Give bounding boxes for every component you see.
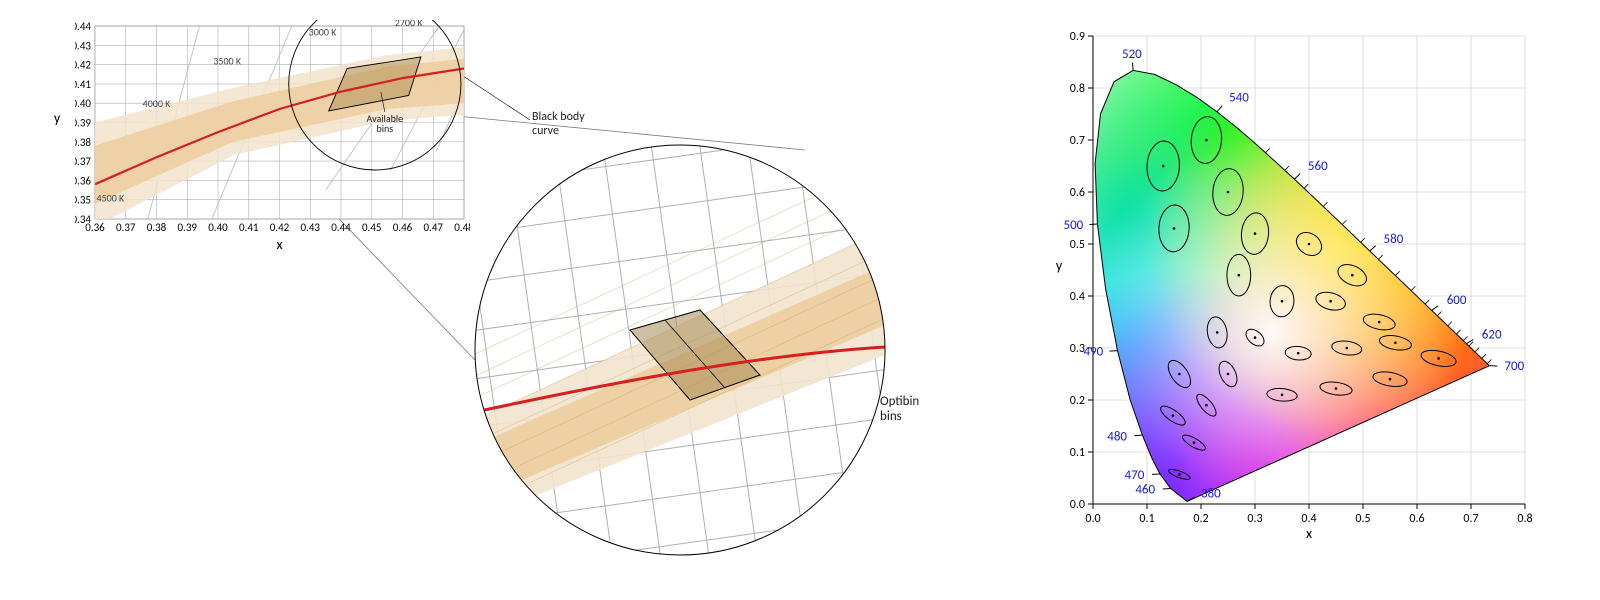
svg-text:0.42: 0.42: [75, 59, 91, 72]
bin-chart-magnified: [473, 143, 887, 557]
svg-text:0.9: 0.9: [1070, 30, 1085, 44]
svg-text:0.44: 0.44: [75, 20, 91, 33]
svg-text:3000 K: 3000 K: [309, 26, 338, 39]
svg-text:0.44: 0.44: [331, 221, 351, 234]
svg-text:3500 K: 3500 K: [213, 55, 242, 68]
cie-chart: 0.00.10.20.30.40.50.60.70.80.00.10.20.30…: [1010, 30, 1570, 570]
chromaticity-gamut: [1043, 30, 1570, 554]
svg-text:0.36: 0.36: [75, 174, 91, 187]
wavelength-label: 500: [1063, 218, 1083, 233]
bin-chart-y-label: y: [54, 110, 61, 127]
svg-text:0.35: 0.35: [75, 194, 91, 207]
svg-text:bins: bins: [376, 122, 393, 135]
wavelength-label: 380: [1201, 487, 1221, 502]
svg-text:0.48: 0.48: [454, 221, 470, 234]
wavelength-label: 460: [1135, 482, 1155, 497]
svg-text:0.5: 0.5: [1355, 512, 1370, 526]
svg-text:0.6: 0.6: [1409, 512, 1424, 526]
svg-text:0.0: 0.0: [1070, 498, 1085, 512]
svg-text:0.0: 0.0: [1085, 512, 1100, 526]
cie-x-label: x: [1306, 525, 1312, 542]
svg-text:0.46: 0.46: [393, 221, 413, 234]
svg-text:0.3: 0.3: [1247, 512, 1262, 526]
wavelength-label: 480: [1107, 429, 1127, 444]
wavelength-label: 700: [1504, 359, 1524, 374]
svg-text:0.41: 0.41: [239, 221, 259, 234]
svg-text:0.39: 0.39: [75, 117, 91, 130]
svg-text:0.43: 0.43: [75, 39, 91, 52]
svg-text:0.47: 0.47: [423, 221, 443, 234]
svg-text:0.1: 0.1: [1139, 512, 1154, 526]
cie-y-label: y: [1056, 257, 1063, 274]
svg-text:0.4: 0.4: [1301, 512, 1316, 526]
svg-text:0.34: 0.34: [75, 213, 91, 226]
svg-text:0.42: 0.42: [270, 221, 290, 234]
svg-text:4000 K: 4000 K: [143, 97, 172, 110]
svg-text:2700 K: 2700 K: [395, 20, 424, 29]
wavelength-label: 540: [1229, 90, 1249, 105]
svg-text:0.5: 0.5: [1070, 238, 1085, 252]
svg-text:0.43: 0.43: [300, 221, 320, 234]
svg-text:0.7: 0.7: [1070, 134, 1085, 148]
svg-text:0.8: 0.8: [1070, 82, 1085, 96]
blackbody-label: curve: [532, 124, 559, 138]
svg-text:0.39: 0.39: [177, 221, 197, 234]
svg-text:0.40: 0.40: [75, 97, 91, 110]
svg-text:0.4: 0.4: [1070, 290, 1085, 304]
wavelength-label: 520: [1122, 47, 1142, 62]
bin-chart: 4500 K4000 K3500 K3000 K2700 KAvailableb…: [75, 20, 470, 245]
wavelength-label: 470: [1125, 468, 1145, 483]
svg-text:0.38: 0.38: [75, 136, 91, 149]
svg-text:0.7: 0.7: [1463, 512, 1478, 526]
wavelength-label: 560: [1308, 159, 1328, 174]
blackbody-label: Black body: [532, 110, 585, 124]
wavelength-label: 580: [1384, 232, 1404, 247]
svg-text:0.45: 0.45: [362, 221, 382, 234]
wavelength-label: 490: [1083, 345, 1103, 360]
svg-text:0.6: 0.6: [1070, 186, 1085, 200]
svg-text:0.1: 0.1: [1070, 446, 1085, 460]
svg-text:0.2: 0.2: [1070, 394, 1085, 408]
svg-text:0.8: 0.8: [1517, 512, 1532, 526]
svg-text:0.37: 0.37: [75, 155, 91, 168]
svg-text:0.40: 0.40: [208, 221, 228, 234]
wavelength-label: 620: [1482, 327, 1502, 342]
svg-text:0.41: 0.41: [75, 78, 91, 91]
svg-text:0.38: 0.38: [147, 221, 167, 234]
svg-text:0.37: 0.37: [116, 221, 136, 234]
svg-text:0.2: 0.2: [1193, 512, 1208, 526]
wavelength-label: 600: [1447, 293, 1467, 308]
svg-text:4500 K: 4500 K: [97, 192, 126, 205]
